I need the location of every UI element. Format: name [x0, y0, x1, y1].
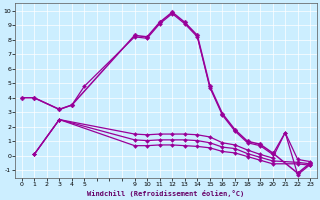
X-axis label: Windchill (Refroidissement éolien,°C): Windchill (Refroidissement éolien,°C) [87, 190, 244, 197]
